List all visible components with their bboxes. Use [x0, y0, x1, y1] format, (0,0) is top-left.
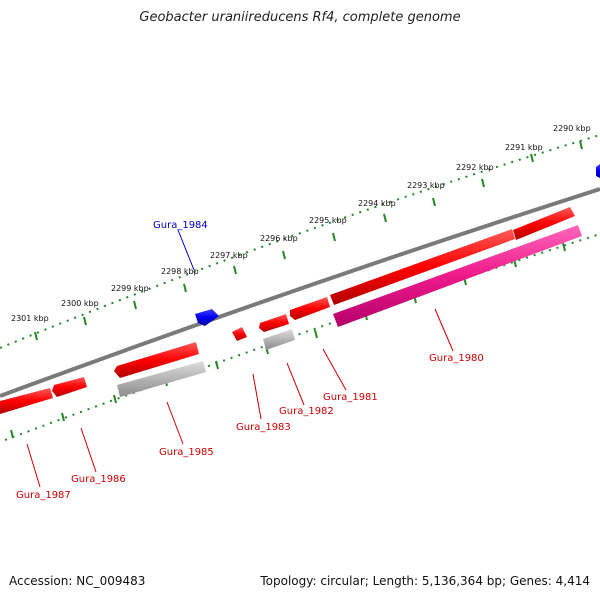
major-tick [133, 300, 137, 310]
gene-marker-edge[interactable] [596, 164, 600, 178]
major-tick [432, 197, 436, 207]
major-tick [481, 178, 485, 188]
gene-labels: Gura_1984 Gura_1980 Gura_1981 Gura_1982 … [16, 220, 484, 501]
gene-gura-1984[interactable] [195, 309, 219, 326]
gene-gura-1982-gray[interactable] [263, 329, 295, 350]
leader-gura-1986 [80, 427, 97, 473]
gene-gura-1982-forward[interactable] [259, 314, 289, 332]
gene-gura-1981-forward[interactable] [290, 297, 330, 320]
accession-text: Accession: NC_009483 [9, 574, 146, 588]
leader-gura-1983 [252, 373, 262, 420]
tick-label: 2293 kbp [407, 181, 445, 190]
major-tick [183, 283, 187, 293]
secondary-features [117, 225, 582, 397]
leader-gura-1985 [166, 401, 184, 445]
tick-label: 2299 kbp [111, 284, 149, 293]
tick-label: 2300 kbp [61, 299, 99, 308]
label-gura-1982[interactable]: Gura_1982 [279, 406, 334, 417]
major-tick [383, 213, 387, 223]
major-tick [530, 153, 534, 163]
gene-gura-1985-gray[interactable] [117, 361, 206, 397]
label-gura-1985[interactable]: Gura_1985 [159, 447, 214, 458]
gene-gura-1985-forward[interactable] [114, 342, 199, 378]
major-tick [113, 394, 117, 404]
tick-label: 2301 kbp [11, 314, 49, 323]
major-tick [282, 250, 286, 260]
label-gura-1980[interactable]: Gura_1980 [429, 353, 484, 364]
major-tick [579, 140, 583, 150]
scale-tick-labels: 2290 kbp 2291 kbp 2292 kbp 2293 kbp 2294… [11, 124, 591, 323]
major-tick [10, 429, 14, 439]
gene-gura-1980-forward[interactable] [513, 207, 575, 240]
label-gura-1981[interactable]: Gura_1981 [323, 392, 378, 403]
genome-summary-text: Topology: circular; Length: 5,136,364 bp… [260, 574, 590, 588]
leader-gura-1982 [286, 362, 305, 406]
leader-gura-1987 [26, 443, 41, 488]
label-gura-1984[interactable]: Gura_1984 [153, 220, 208, 231]
label-gura-1987[interactable]: Gura_1987 [16, 490, 71, 501]
tick-label: 2298 kbp [161, 267, 199, 276]
major-tick [61, 412, 65, 422]
leader-gura-1984 [177, 229, 195, 271]
outer-major-ticks [34, 140, 583, 341]
major-tick [562, 242, 566, 252]
major-tick [314, 329, 318, 339]
tick-label: 2297 kbp [210, 251, 248, 260]
major-tick [34, 331, 38, 341]
label-gura-1986[interactable]: Gura_1986 [71, 474, 126, 485]
gene-gura-1987-forward[interactable] [0, 388, 53, 414]
tick-label: 2295 kbp [309, 216, 347, 225]
gene-gura-1986-forward[interactable] [52, 377, 87, 397]
gene-gura-1983-forward[interactable] [232, 327, 247, 341]
outer-scale-track [0, 134, 600, 349]
major-tick [233, 265, 237, 275]
genome-backbone [0, 187, 600, 398]
gene-gura-1980b-forward[interactable] [330, 229, 515, 305]
tick-label: 2292 kbp [456, 163, 494, 172]
tick-label: 2290 kbp [553, 124, 591, 133]
tick-label: 2291 kbp [505, 143, 543, 152]
major-tick [332, 232, 336, 242]
gene-gura-1980-pink[interactable] [333, 225, 582, 327]
label-leaders [26, 229, 454, 488]
page-title: Geobacter uraniireducens Rf4, complete g… [139, 10, 461, 25]
leader-gura-1980 [434, 308, 454, 352]
tick-label: 2294 kbp [358, 199, 396, 208]
label-gura-1983[interactable]: Gura_1983 [236, 422, 291, 433]
tick-label: 2296 kbp [260, 234, 298, 243]
inner-scale-track [4, 233, 600, 441]
major-tick [215, 360, 219, 370]
leader-gura-1981 [322, 348, 347, 391]
forward-strand-genes [0, 207, 575, 414]
major-tick [83, 316, 87, 326]
